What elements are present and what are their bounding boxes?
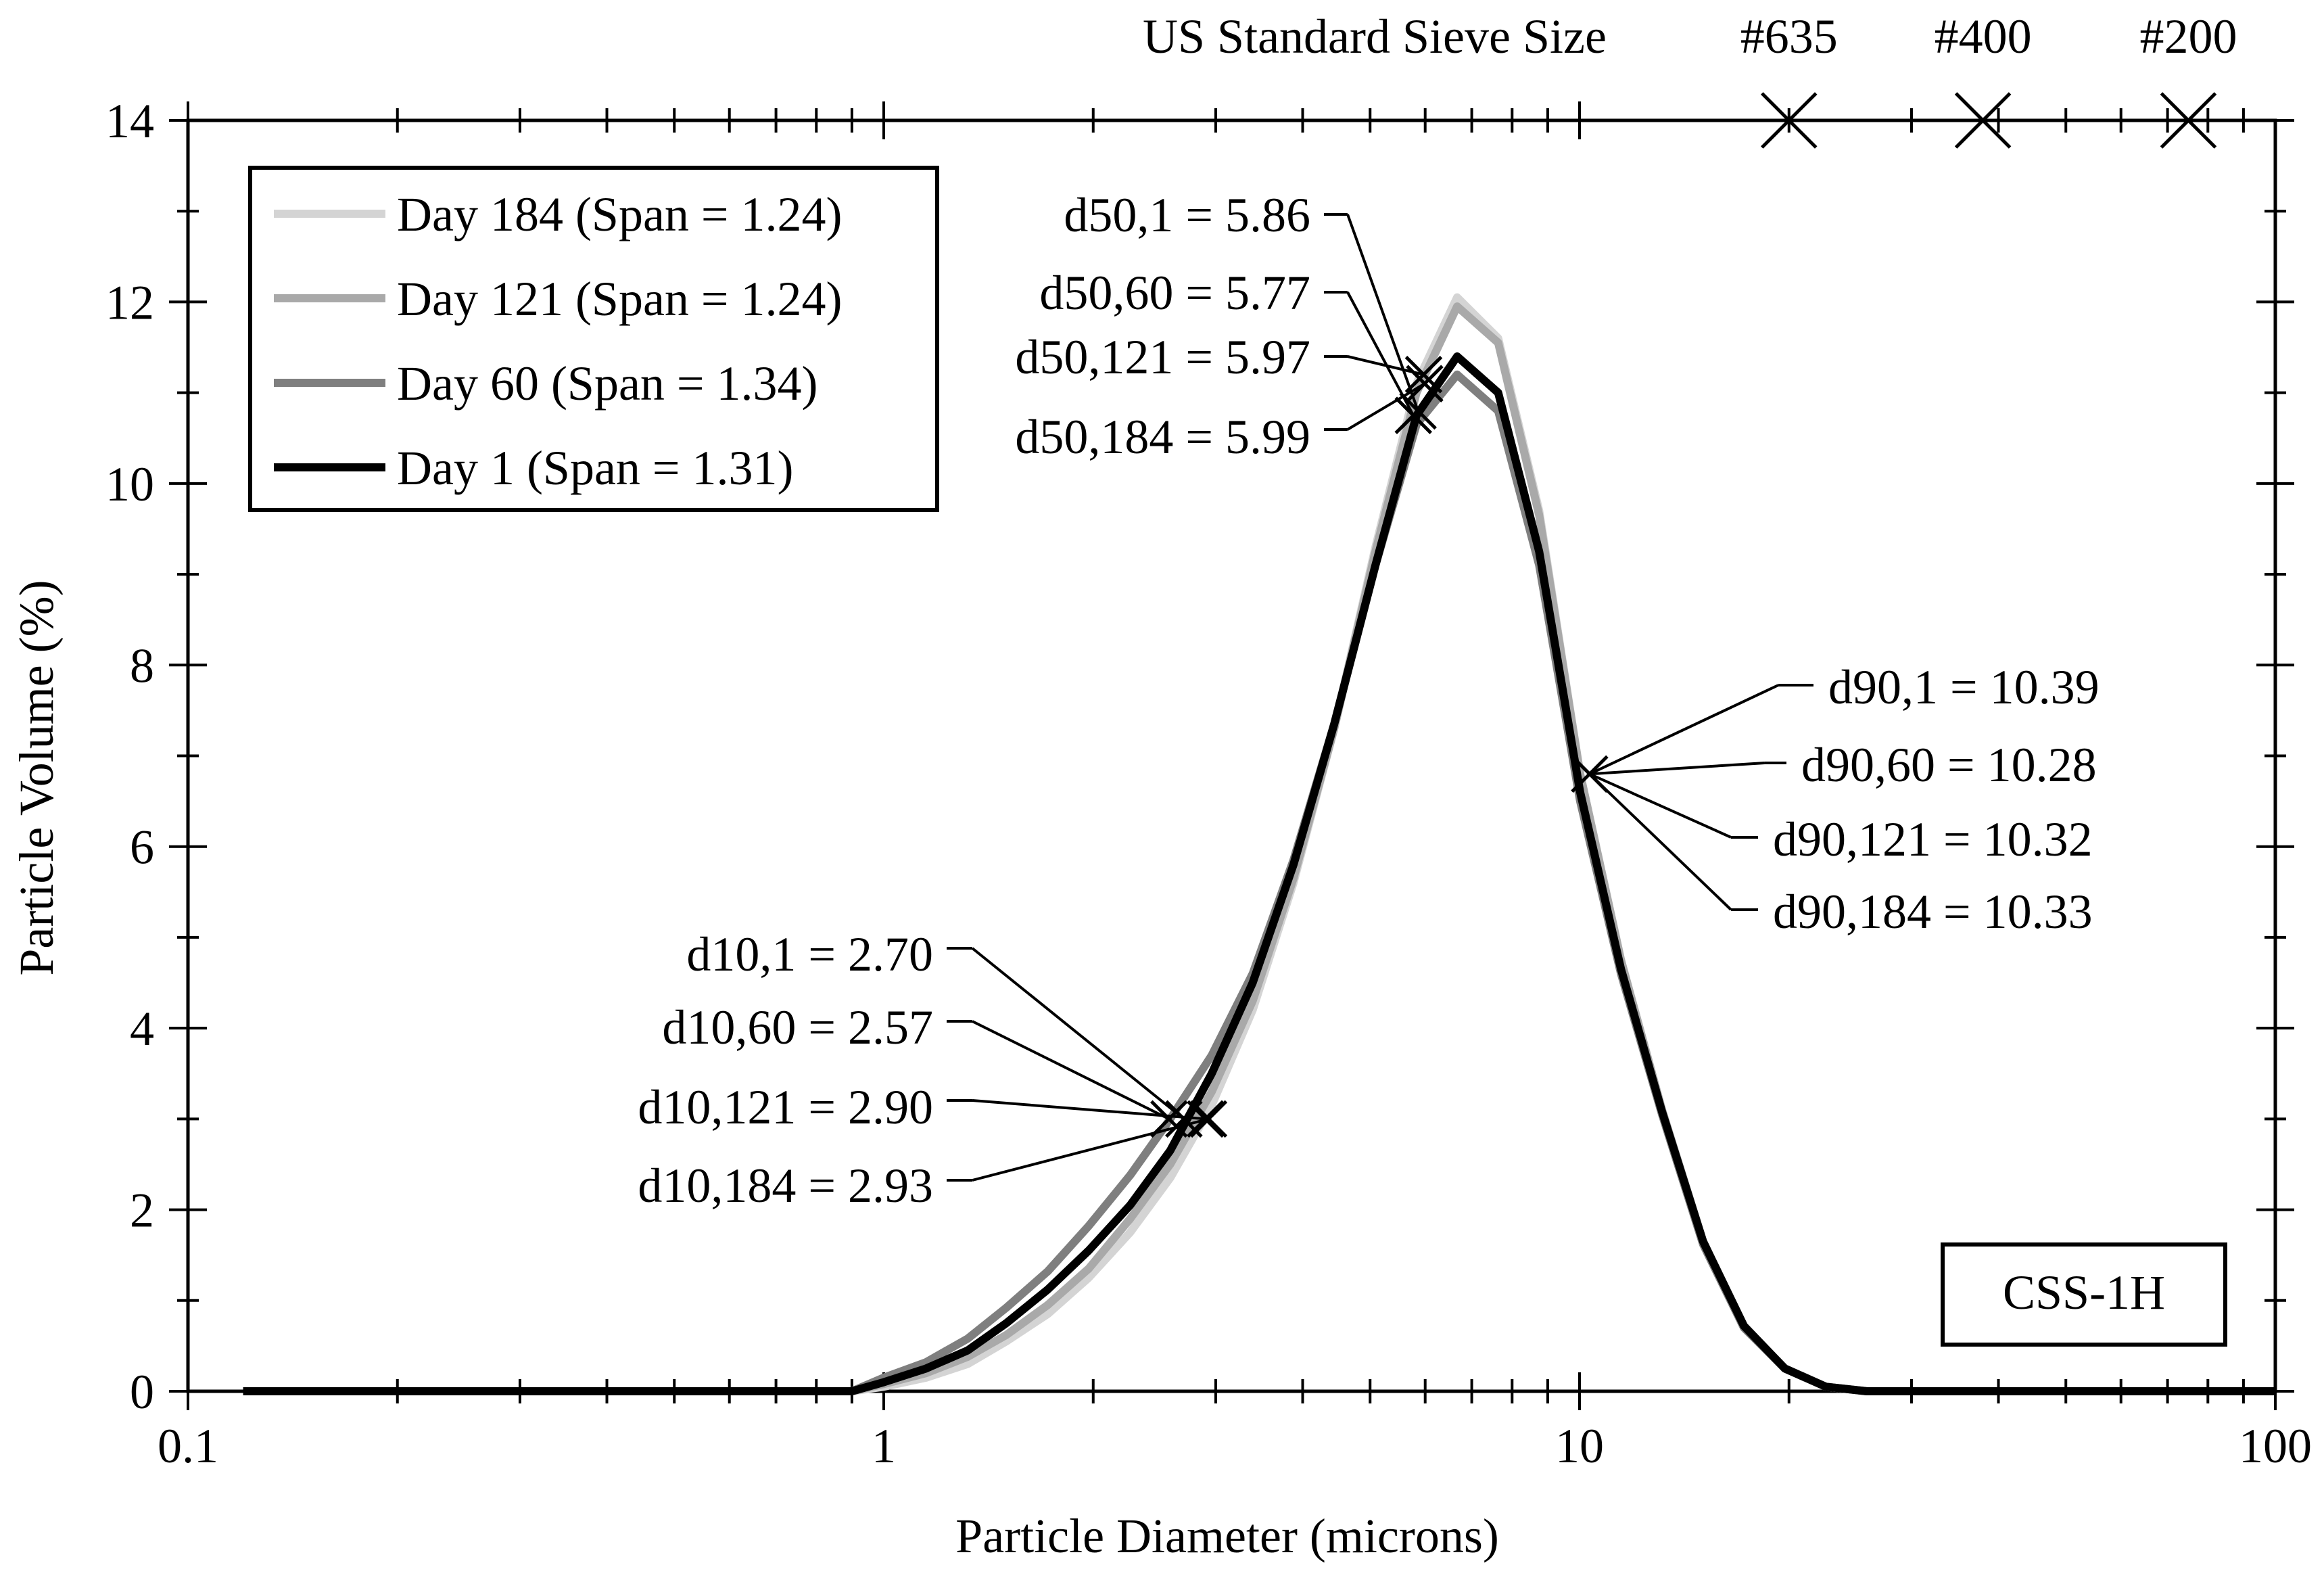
legend-label: Day 184 (Span = 1.24) — [397, 187, 843, 241]
x-tick-label: 10 — [1555, 1419, 1604, 1473]
legend-items: Day 184 (Span = 1.24) Day 121 (Span = 1.2… — [274, 187, 843, 495]
x-axis-title: Particle Diameter (microns) — [955, 1509, 1499, 1563]
x-tick-label: 1 — [872, 1419, 896, 1473]
legend-label: Day 1 (Span = 1.31) — [397, 441, 794, 495]
annotation-label: d10,121 = 2.90 — [638, 1080, 933, 1134]
x-tick-label: 100 — [2239, 1419, 2312, 1473]
legend: Day 184 (Span = 1.24) Day 121 (Span = 1.2… — [248, 166, 939, 512]
annotation-layer: d50,1 = 5.86 d50,60 = 5.77 d50,121 = 5.97 d… — [638, 188, 2099, 1213]
annotation-leader — [1589, 772, 1732, 839]
annotation-label: d90,121 = 10.32 — [1773, 812, 2093, 866]
marker-layer — [1150, 356, 1609, 1138]
legend-box — [248, 166, 939, 512]
sieve-label: #400 — [1935, 9, 2032, 64]
top-axis-title: US Standard Sieve Size — [1143, 9, 1607, 64]
annotation-label: d90,60 = 10.28 — [1801, 738, 2097, 792]
annotation-leader — [1589, 762, 1765, 776]
sample-label: CSS-1H — [1941, 1242, 2227, 1347]
annotation-leader — [1346, 214, 1420, 412]
annotation-label: d10,1 = 2.70 — [686, 927, 933, 981]
annotation-leader — [972, 1099, 1206, 1121]
y-axis-title: Particle Volume (%) — [9, 580, 64, 975]
annotation-leader — [972, 1020, 1170, 1121]
sieve-marker — [1954, 92, 2012, 149]
annotation-label: d50,60 = 5.77 — [1039, 266, 1310, 320]
sieve-label: #200 — [2139, 9, 2237, 64]
annotation-leader — [1346, 382, 1425, 431]
annotation-label: d50,1 = 5.86 — [1064, 188, 1310, 242]
annotation-label: d50,184 = 5.99 — [1015, 410, 1310, 464]
sieve-label: #635 — [1740, 9, 1838, 64]
annotation-leader — [972, 1117, 1209, 1182]
sieve-marker — [1760, 92, 1818, 149]
y-tick-label: 12 — [105, 275, 154, 329]
annotation-leader — [1589, 684, 1779, 776]
annotation-leader — [971, 947, 1185, 1120]
y-tick-label: 6 — [130, 820, 154, 875]
sample-label-text: CSS-1H — [2003, 1265, 2165, 1320]
sample-label-box — [1941, 1242, 2227, 1347]
legend-label: Day 121 (Span = 1.24) — [397, 272, 843, 326]
annotation-label: d90,1 = 10.39 — [1828, 660, 2100, 714]
y-tick-label: 0 — [130, 1365, 154, 1419]
axes-layer: 0.1 1 10 100 0 2 4 6 8 10 12 14 #635 #400 #200 — [105, 9, 2312, 1473]
series-line — [243, 370, 2275, 1395]
legend-label: Day 60 (Span = 1.34) — [397, 356, 818, 411]
sieve-marker — [2160, 92, 2217, 149]
y-tick-label: 4 — [130, 1002, 154, 1056]
annotation-label: d10,60 = 2.57 — [662, 1000, 933, 1054]
y-tick-label: 10 — [105, 457, 154, 511]
annotation-label: d50,121 = 5.97 — [1015, 330, 1310, 384]
annotation-leader — [1588, 772, 1732, 911]
series-line — [243, 352, 2275, 1395]
x-tick-label: 0.1 — [158, 1419, 218, 1473]
series-layer — [243, 293, 2275, 1395]
y-tick-label: 14 — [105, 94, 154, 148]
y-tick-label: 2 — [130, 1184, 154, 1238]
y-tick-label: 8 — [130, 638, 154, 693]
annotation-leader — [1346, 292, 1415, 417]
annotation-label: d90,184 = 10.33 — [1773, 885, 2093, 939]
annotation-leader — [1347, 355, 1424, 376]
annotation-label: d10,184 = 2.93 — [638, 1159, 933, 1213]
